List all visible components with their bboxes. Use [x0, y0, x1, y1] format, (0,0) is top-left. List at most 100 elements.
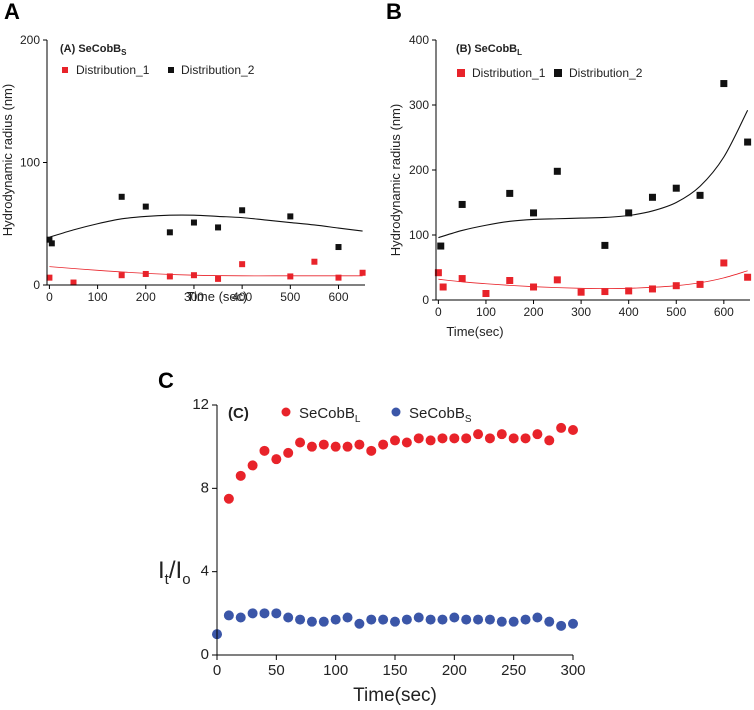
panel-a-distribution-2-point: [239, 207, 246, 214]
panel-c-y-ticks: 0 4 8 12: [192, 396, 217, 663]
panel-a-distribution-2-point: [287, 213, 294, 220]
panel-c-secobbl-point: [496, 429, 507, 440]
panel-c-secobbs-point: [413, 612, 424, 623]
panel-b-distribution-2-point: [625, 209, 633, 217]
panel-c-secobbl-point: [413, 433, 424, 444]
panel-a-axes: [46, 40, 365, 286]
panel-a-x-tick-label: 200: [136, 290, 156, 304]
legend-a-distribution-1-label: Distribution_1: [76, 63, 150, 77]
panel-a-distribution-2-point: [166, 229, 173, 236]
panel-a-distribution-1-point: [70, 279, 77, 286]
panel-c-x-tick-label: 100: [323, 662, 348, 679]
legend-b-distribution-1-label: Distribution_1: [472, 66, 546, 80]
panel-a-distribution-2-point: [335, 244, 342, 251]
panel-c-secobbl-point: [520, 433, 531, 444]
panel-a-legend: Distribution_1 Distribution_2: [62, 63, 255, 77]
panel-b-x-tick-label: 200: [524, 305, 544, 319]
panel-c-secobbs-point: [449, 612, 460, 623]
panel-c-secobbs-point: [283, 612, 294, 623]
panel-c-secobbl-point: [532, 429, 543, 440]
panel-b-x-tick-label: 500: [666, 305, 686, 319]
panel-a-distribution-1-point: [311, 258, 318, 265]
panel-c-secobbs-point: [425, 614, 436, 625]
panel-b-distribution-2-point: [601, 241, 609, 249]
panel-c-secobbl-point: [449, 433, 460, 444]
panel-c-y-tick-label: 0: [201, 646, 209, 663]
panel-b-distribution-2-point: [506, 189, 514, 197]
panel-a-fit-curves: [49, 214, 363, 277]
panel-b-x-tick-label: 300: [571, 305, 591, 319]
panel-c-secobbs-point: [366, 614, 377, 625]
panel-b-distribution-1-point: [672, 282, 680, 290]
panel-b-distribution-2-point: [553, 167, 561, 175]
panel-c-secobbl-point: [342, 441, 353, 452]
panel-c-x-ticks: 0 50 100 150 200 250 300: [213, 655, 586, 679]
panel-b-y-tick-label: 200: [409, 163, 429, 177]
panel-c-secobbl-point: [247, 460, 258, 471]
panel-a-x-label: Time (sec): [187, 289, 248, 304]
panel-c-secobbl-point: [390, 435, 400, 446]
panel-a-x-tick-label: 600: [328, 290, 348, 304]
panel-c-axes: [216, 405, 573, 656]
panel-c-secobbs-point: [271, 608, 282, 619]
panel-a-distribution-1-point: [335, 274, 342, 281]
panel-c-secobbl-point: [473, 429, 484, 440]
panel-b-distribution-1-point: [744, 273, 752, 281]
panel-c-secobbl-point: [425, 435, 436, 446]
panel-c-secobbs-point: [390, 616, 400, 627]
panel-c-secobbl-point: [235, 470, 246, 481]
panel-c-secobbs-point: [259, 608, 270, 619]
panel-c-secobbl-point: [271, 454, 282, 465]
legend-c-secobbl-marker: [281, 407, 291, 417]
panel-b-distribution-1-point: [530, 283, 538, 291]
panel-b-x-tick-label: 0: [435, 305, 442, 319]
panel-c-secobbs-point: [508, 616, 519, 627]
panel-a-y-tick-label: 200: [20, 33, 40, 47]
panel-c-y-tick-label: 12: [192, 396, 209, 413]
panel-c-secobbl-point: [366, 445, 377, 456]
panel-c-x-tick-label: 0: [213, 662, 221, 679]
panel-b-distribution-2-point: [530, 209, 538, 217]
panel-b-y-tick-label: 100: [409, 228, 429, 242]
panel-c-secobbl-point: [568, 425, 578, 435]
legend-b-distribution-1-marker: [457, 69, 465, 77]
panel-a-distribution-2-point: [190, 219, 197, 226]
panel-c-legend: SeCobBL SeCobBS: [281, 405, 472, 425]
panel-c-secobbs-point: [247, 608, 258, 619]
panel-c-secobbl-point: [259, 445, 270, 456]
panel-c-secobbs-point: [568, 618, 578, 629]
panel-b-distribution-1-point: [625, 287, 633, 295]
panel-c-x-label: Time(sec): [353, 685, 437, 706]
panel-c-letter: C: [158, 368, 174, 393]
panel-c-x-tick-label: 300: [560, 662, 585, 679]
panel-c-secobbs-point: [401, 614, 412, 625]
panel-c-secobbs-point: [461, 614, 472, 625]
panel-c-secobbl-point: [484, 433, 495, 444]
panel-b-distribution-1-point: [482, 290, 490, 297]
panel-b-points: [434, 80, 752, 297]
panel-a-distribution-1-fit-line: [49, 266, 363, 277]
panel-c-secobbl-point: [508, 433, 519, 444]
panel-a-y-tick-label: 0: [33, 278, 40, 292]
panel-a-x-tick-label: 300: [184, 290, 204, 304]
legend-c-secobbs-marker: [391, 407, 401, 417]
panel-b-x-tick-label: 600: [714, 305, 734, 319]
panel-c-secobbl-point: [330, 441, 341, 452]
panel-c-secobbs-point: [223, 610, 234, 621]
panel-a-chart: A 0 100 200 0 100 200 300 400 500 600 (A) SeCobB…: [0, 0, 366, 304]
panel-c-secobbs-point: [342, 612, 353, 623]
panel-a-distribution-1-point: [359, 269, 366, 276]
panel-c-secobbs-point: [437, 614, 448, 625]
panel-a-distribution-1-point: [118, 272, 125, 279]
legend-b-distribution-2-label: Distribution_2: [569, 66, 643, 80]
panel-a-y-tick-label: 100: [20, 156, 40, 170]
panel-c-secobbl-point: [556, 422, 567, 433]
panel-a-distribution-1-point: [239, 261, 246, 268]
panel-b-y-tick-label: 0: [422, 293, 429, 307]
panel-a-distribution-1-point: [190, 272, 197, 279]
panel-c-secobbs-point: [473, 614, 484, 625]
panel-c-y-tick-label: 8: [201, 479, 209, 496]
panel-c-secobbl-point: [306, 441, 317, 452]
panel-a-x-tick-label: 400: [232, 290, 252, 304]
